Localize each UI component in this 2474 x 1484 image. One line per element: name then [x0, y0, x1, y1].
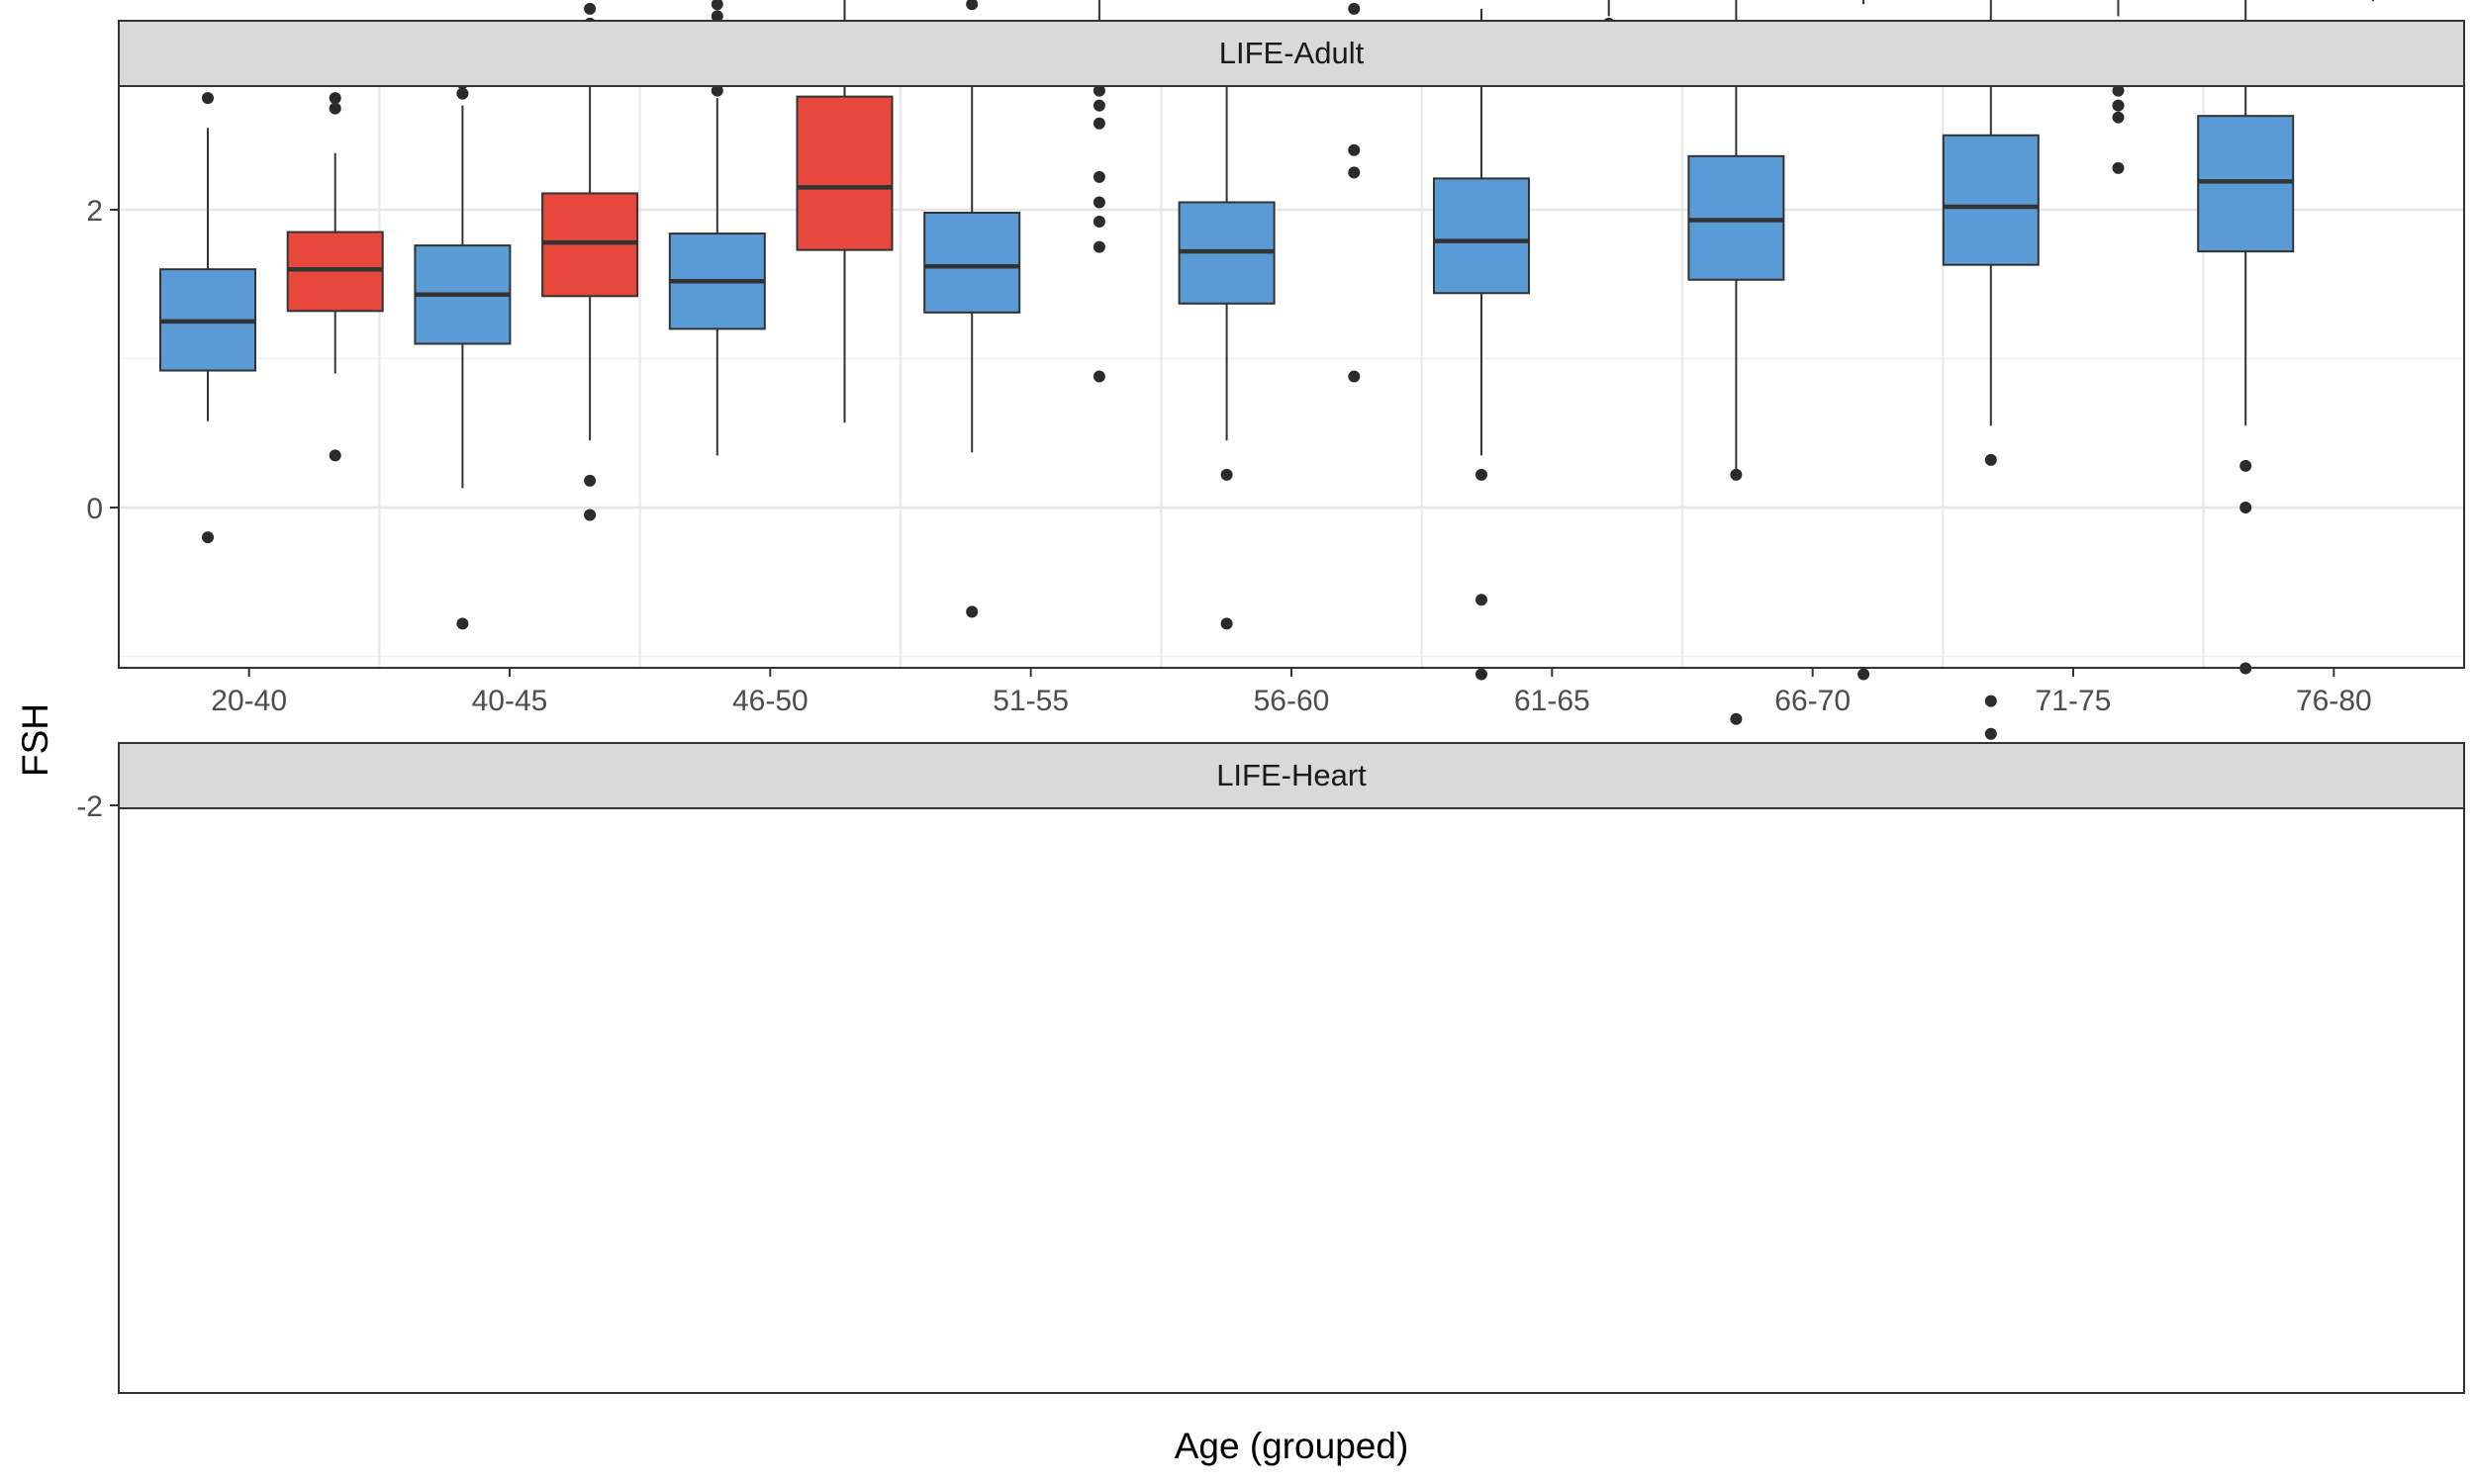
- x-tick-label: 71-75: [2036, 685, 2112, 717]
- y-tick-label: -2: [76, 790, 103, 823]
- outlier-point: [2239, 459, 2252, 472]
- facet-title: LIFE-Adult: [1219, 36, 1365, 70]
- box-40-45-blue: [414, 28, 512, 630]
- outlier-point: [966, 605, 979, 618]
- outlier-point: [329, 102, 341, 115]
- outlier-point: [1984, 727, 1997, 740]
- outlier-point: [1475, 468, 1487, 481]
- x-tick-label: 56-60: [1254, 685, 1330, 717]
- outlier-point: [329, 449, 341, 462]
- facet-strip: [118, 742, 2465, 809]
- x-tick-label: 66-70: [1774, 685, 1851, 717]
- outlier-point: [1857, 668, 1870, 681]
- outlier-point: [1220, 617, 1233, 630]
- outlier-point: [1220, 468, 1233, 481]
- outlier-point: [202, 92, 214, 105]
- outlier-point: [2112, 161, 2125, 174]
- box-56-60-blue: [1178, 29, 1276, 630]
- outlier-point: [2112, 84, 2125, 97]
- outlier-point: [1093, 170, 1105, 183]
- box-40-45-red: [541, 2, 639, 521]
- box-71-75-blue: [1942, 0, 2040, 740]
- outlier-point: [456, 617, 469, 630]
- outlier-point: [966, 0, 979, 11]
- box-body: [923, 212, 1021, 314]
- outlier-point: [1093, 216, 1105, 229]
- outlier-point: [1348, 370, 1361, 383]
- outlier-point: [329, 92, 341, 105]
- y-tick-label: 2: [86, 195, 103, 228]
- y-axis: -2024: [76, 195, 119, 823]
- panel-background: [119, 86, 2464, 668]
- outlier-point: [1348, 143, 1361, 156]
- box-20-40-red: [286, 92, 384, 462]
- y-axis-title: FSH: [15, 703, 55, 777]
- panel-life-heart: LIFE-Heart: [118, 742, 2465, 1394]
- outlier-point: [1348, 166, 1361, 179]
- panel-border: [118, 807, 2465, 1394]
- box-body: [1687, 154, 1785, 281]
- box-46-50-red: [796, 0, 894, 423]
- outlier-point: [1475, 668, 1487, 681]
- outlier-point: [1475, 594, 1487, 606]
- outlier-point: [711, 84, 723, 97]
- box-body: [541, 192, 639, 298]
- outlier-point: [584, 474, 597, 487]
- outlier-point: [1730, 712, 1743, 725]
- x-axis-title: Age (grouped): [1175, 1426, 1409, 1466]
- outlier-point: [1093, 240, 1105, 253]
- outlier-point: [1984, 695, 1997, 707]
- outlier-point: [1093, 370, 1105, 383]
- x-tick-label: 51-55: [993, 685, 1069, 717]
- outlier-point: [711, 10, 723, 23]
- box-body: [1433, 177, 1530, 295]
- box-51-55-blue: [923, 0, 1021, 618]
- outlier-point: [584, 509, 597, 521]
- x-tick-label: 61-65: [1514, 685, 1590, 717]
- boxplot-series: [159, 0, 2379, 789]
- outlier-point: [1093, 99, 1105, 112]
- outlier-point: [1093, 84, 1105, 97]
- outlier-point: [2112, 111, 2125, 124]
- box-66-70-blue: [1687, 0, 1785, 725]
- outlier-point: [2239, 502, 2252, 513]
- facet-title: LIFE-Heart: [1216, 758, 1367, 792]
- outlier-point: [1348, 2, 1361, 15]
- outlier-point: [1984, 453, 1997, 466]
- facet-strip: [118, 20, 2465, 87]
- outlier-point: [1093, 196, 1105, 209]
- x-axis: 20-40 40-45 46-50 51-55 56-60 61-65 66-70 71-75…: [211, 668, 2372, 717]
- panel-life-adult: LIFE-Adult -2024 20-4040-4546-5051-5556-…: [76, 0, 2466, 823]
- x-tick-label: 40-45: [472, 685, 548, 717]
- outlier-point: [1093, 117, 1105, 130]
- outlier-point: [456, 87, 469, 100]
- x-tick-label: 20-40: [211, 685, 287, 717]
- outlier-point: [1730, 468, 1743, 481]
- outlier-point: [2112, 99, 2125, 112]
- y-tick-label: 0: [86, 493, 103, 525]
- box-body: [1942, 134, 2040, 266]
- outlier-point: [202, 531, 214, 544]
- x-tick-label: 46-50: [732, 685, 809, 717]
- box-body: [286, 231, 384, 313]
- outlier-point: [711, 0, 723, 11]
- x-tick-label: 76-80: [2296, 685, 2372, 717]
- box-body: [796, 95, 894, 251]
- box-body: [2197, 115, 2295, 253]
- outlier-point: [584, 2, 597, 15]
